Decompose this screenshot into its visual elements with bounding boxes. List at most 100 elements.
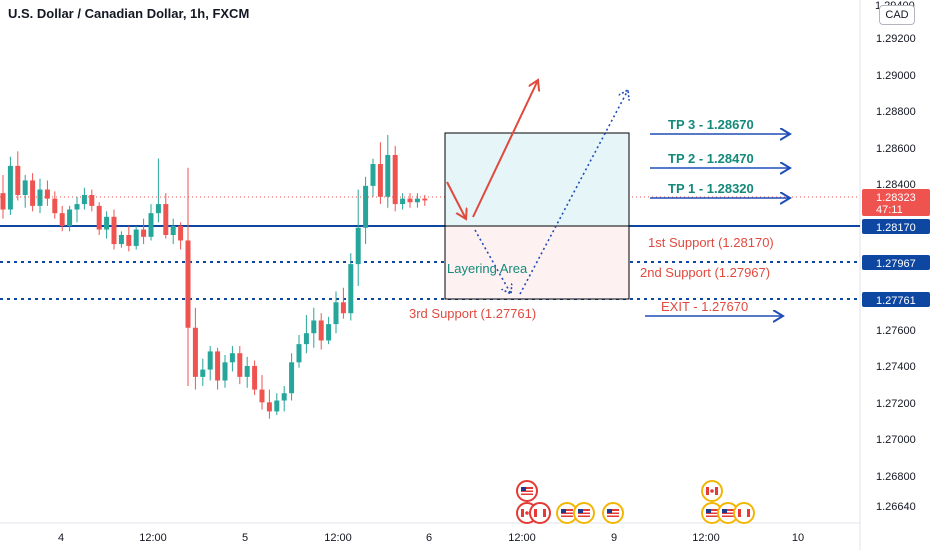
candle-body[interactable] [259, 389, 265, 403]
candle-body[interactable] [229, 353, 235, 363]
pullback-arrow[interactable] [446, 181, 466, 219]
time-tick: 12:00 [692, 532, 720, 544]
ca-flag-icon[interactable] [701, 480, 723, 502]
candle-body[interactable] [311, 320, 317, 334]
candle-body[interactable] [178, 225, 184, 241]
candle-body[interactable] [30, 180, 36, 206]
candle-body[interactable] [222, 362, 228, 381]
current-price-value: 1.28323 [876, 192, 916, 204]
candle-body[interactable] [37, 189, 43, 206]
candle-body[interactable] [89, 194, 95, 206]
time-tick: 12:00 [139, 532, 167, 544]
candle-body[interactable] [348, 264, 354, 314]
candle-body[interactable] [141, 229, 147, 237]
time-tick: 4 [58, 532, 64, 544]
price-tick: 1.28800 [876, 106, 916, 118]
us-flag-icon[interactable] [602, 502, 624, 524]
price-tick: 1.26800 [876, 471, 916, 483]
candle-body[interactable] [67, 209, 73, 226]
ca-flag-icon[interactable] [733, 502, 755, 524]
candle-body[interactable] [385, 154, 391, 197]
candle-body[interactable] [44, 189, 50, 199]
bar-countdown: 47:11 [876, 204, 903, 216]
price-tick: 1.28600 [876, 143, 916, 155]
layering-dip-arrow[interactable] [474, 229, 511, 294]
economic-events[interactable] [516, 480, 755, 524]
candle-body[interactable] [126, 234, 132, 246]
recovery-arrow[interactable] [519, 90, 628, 295]
candle-body[interactable] [207, 351, 213, 370]
candle-body[interactable] [200, 369, 206, 377]
candle-body[interactable] [237, 353, 243, 377]
candle-body[interactable] [252, 365, 258, 390]
support-2-label: 2nd Support (1.27967) [640, 265, 770, 280]
candle-body[interactable] [370, 164, 376, 186]
candle-body[interactable] [318, 320, 324, 341]
price-tick: 1.27200 [876, 398, 916, 410]
candle-body[interactable] [7, 165, 13, 210]
candle-body[interactable] [52, 198, 58, 214]
candle-body[interactable] [133, 229, 139, 246]
candle-body[interactable] [15, 165, 21, 195]
candle-body[interactable] [0, 193, 6, 210]
candle-body[interactable] [363, 185, 369, 228]
layering-area-label: Layering Area [447, 261, 528, 276]
candle-body[interactable] [400, 198, 406, 205]
candle-body[interactable] [96, 205, 102, 230]
level-badge-2-text: 1.27967 [876, 258, 916, 270]
price-tick: 1.26640 [876, 501, 916, 513]
candle-body[interactable] [148, 213, 154, 237]
candle-body[interactable] [170, 225, 176, 235]
level-badge-1 [862, 219, 930, 234]
currency-selector[interactable]: CAD [879, 5, 915, 25]
candle-body[interactable] [163, 204, 169, 235]
level-badge-3-text: 1.27761 [876, 295, 916, 307]
candle-body[interactable] [326, 324, 332, 341]
candle-body[interactable] [355, 227, 361, 265]
candle-body[interactable] [104, 216, 110, 230]
time-tick: 9 [611, 532, 617, 544]
target-zone-box[interactable] [444, 132, 630, 227]
candle-body[interactable] [59, 213, 65, 226]
candle-body[interactable] [22, 180, 28, 195]
candle-body[interactable] [303, 333, 309, 345]
candle-body[interactable] [377, 164, 383, 197]
breakout-arrow[interactable] [472, 80, 538, 218]
candle-body[interactable] [392, 154, 398, 205]
price-axis[interactable]: 1.29400 1.29200 1.29000 1.28800 1.28600 … [875, 0, 916, 513]
time-tick: 12:00 [508, 532, 536, 544]
candle-body[interactable] [340, 302, 346, 314]
price-tick: 1.28400 [876, 179, 916, 191]
tp3-label: TP 3 - 1.28670 [668, 117, 754, 132]
candle-body[interactable] [296, 344, 302, 363]
time-tick: 12:00 [324, 532, 352, 544]
candle-body[interactable] [274, 400, 280, 412]
candle-body[interactable] [422, 198, 428, 201]
us-flag-icon[interactable] [701, 502, 723, 524]
candle-body[interactable] [407, 198, 413, 203]
ca-flag-icon[interactable] [529, 502, 551, 524]
candle-body[interactable] [289, 362, 295, 394]
candle-body[interactable] [414, 198, 420, 203]
us-flag-icon[interactable] [516, 480, 538, 502]
candle-body[interactable] [81, 194, 87, 205]
time-axis[interactable]: 4 12:00 5 12:00 6 12:00 9 12:00 10 [58, 532, 804, 544]
candle-body[interactable] [333, 302, 339, 325]
us-flag-icon[interactable] [573, 502, 595, 524]
price-tick: 1.29000 [876, 70, 916, 82]
candle-body[interactable] [281, 393, 287, 401]
candle-body[interactable] [155, 204, 161, 214]
price-tick: 1.27400 [876, 361, 916, 373]
candle-body[interactable] [192, 327, 198, 377]
candle-body[interactable] [118, 234, 124, 245]
candle-body[interactable] [266, 402, 272, 412]
price-tick: 1.27000 [876, 434, 916, 446]
candle-body[interactable] [185, 240, 191, 328]
candle-body[interactable] [111, 216, 117, 245]
candle-body[interactable] [74, 204, 80, 210]
exit-label: EXIT - 1.27670 [661, 299, 748, 314]
candle-body[interactable] [244, 365, 250, 377]
tp2-label: TP 2 - 1.28470 [668, 151, 754, 166]
candle-body[interactable] [215, 351, 221, 381]
